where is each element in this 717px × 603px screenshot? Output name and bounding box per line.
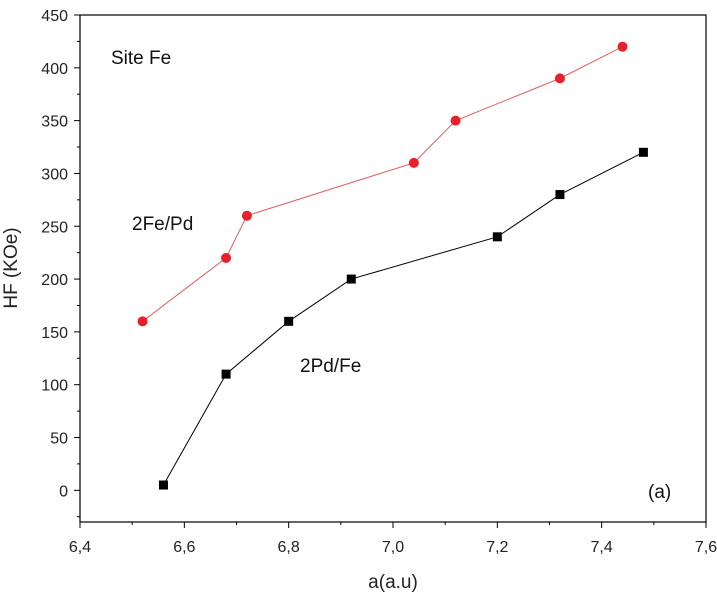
data-point-2fe-pd [617,41,628,52]
y-tick-label: 350 [41,114,68,131]
data-point-2fe-pd [408,157,419,168]
y-tick-label: 200 [41,272,68,289]
x-tick-label: 7,2 [486,539,508,556]
y-tick-label: 300 [41,166,68,183]
x-tick-label: 7,0 [382,539,404,556]
series-line-2fe-pd [142,46,623,322]
data-point-2pd-fe [346,274,356,284]
data-point-2pd-fe [158,480,168,490]
x-axis-title: a(a.u) [368,572,418,593]
series-label-2pd-fe: 2Pd/Fe [300,356,361,377]
panel-label: (a) [648,482,671,503]
data-point-2fe-pd [221,252,232,263]
data-point-2pd-fe [638,147,648,157]
y-tick-label: 150 [41,325,68,342]
x-tick-label: 7,6 [695,539,717,556]
y-tick-label: 0 [59,483,68,500]
y-tick-label: 250 [41,219,68,236]
x-tick-label: 7,4 [591,539,613,556]
site-label: Site Fe [111,48,171,69]
y-tick-label: 100 [41,378,68,395]
data-point-2pd-fe [221,369,231,379]
x-tick-label: 6,6 [173,539,195,556]
data-point-2fe-pd [241,210,252,221]
y-axis-title: HF (KOe) [1,227,22,308]
series-line-2pd-fe [163,151,644,486]
x-tick-label: 6,8 [278,539,300,556]
plot-frame [79,14,707,523]
series-layer [137,41,648,490]
data-point-2fe-pd [450,115,461,126]
data-point-2fe-pd [137,316,148,327]
data-point-2pd-fe [284,316,294,326]
y-tick-label: 400 [41,61,68,78]
y-tick-label: 50 [50,431,68,448]
x-tick-label: 6,4 [69,539,91,556]
data-point-2pd-fe [555,190,565,200]
axis-ticks: 6,4 6,6 6,8 7,0 7,2 7,4 7,6 0 50 100 150 200 250 300 3… [41,8,717,556]
y-tick-label: 450 [41,8,68,25]
series-label-2fe-pd: 2Fe/Pd [132,214,193,235]
data-point-2pd-fe [492,232,502,242]
data-point-2fe-pd [554,73,565,84]
